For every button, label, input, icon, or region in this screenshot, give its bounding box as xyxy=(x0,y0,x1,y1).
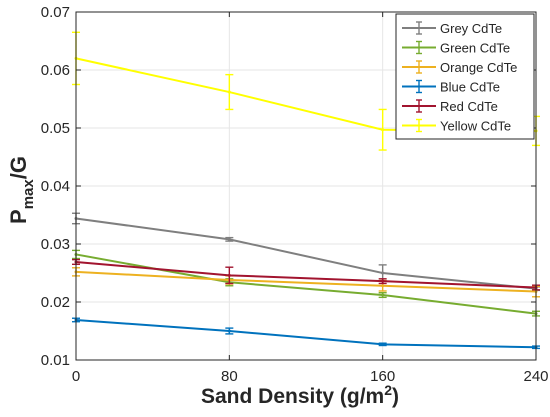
y-tick-label: 0.02 xyxy=(41,294,70,311)
series-line xyxy=(75,270,537,293)
x-axis-label-tail: ) xyxy=(392,385,399,408)
data-point xyxy=(227,329,231,333)
data-point xyxy=(381,284,385,288)
data-point xyxy=(227,273,231,277)
legend-item: Green CdTe xyxy=(402,41,510,56)
data-point xyxy=(381,271,385,275)
error-bar xyxy=(378,342,387,347)
data-point xyxy=(381,279,385,283)
x-tick-label: 160 xyxy=(370,368,395,385)
y-tick-label: 0.04 xyxy=(41,178,70,195)
legend: Grey CdTe Green CdTe Orange CdTe Blue CdTe R… xyxy=(395,13,535,140)
y-axis-label-main: P xyxy=(6,209,31,224)
series-line xyxy=(75,217,537,290)
series-line xyxy=(75,318,537,349)
x-axis-label: Sand Density (g/m2) xyxy=(201,382,399,408)
x-tick-label: 80 xyxy=(221,368,238,385)
tick-layer: 0.01 0.02 0.03 0.04 0.05 0.06 0.07 0 80 160 240 xyxy=(41,4,549,385)
legend-item: Orange CdTe xyxy=(402,60,517,75)
error-bar xyxy=(225,266,234,285)
x-axis-label-main: Sand Density (g/m xyxy=(201,385,384,408)
y-axis-label: Pmax/G xyxy=(6,156,37,224)
data-point xyxy=(227,90,231,94)
x-tick-label: 0 xyxy=(72,368,80,385)
error-bar xyxy=(378,292,387,299)
error-bar xyxy=(225,236,234,242)
y-axis-label-tail: /G xyxy=(6,156,31,179)
legend-label: Green CdTe xyxy=(440,41,510,56)
data-point xyxy=(381,293,385,297)
y-tick-label: 0.01 xyxy=(41,352,70,369)
y-tick-label: 0.03 xyxy=(41,236,70,253)
legend-label: Yellow CdTe xyxy=(440,119,511,134)
legend-label: Blue CdTe xyxy=(440,80,500,95)
legend-label: Grey CdTe xyxy=(440,21,502,36)
y-tick-label: 0.07 xyxy=(41,4,70,21)
series-red-cdte xyxy=(72,258,540,291)
error-bar xyxy=(378,278,387,285)
series-line xyxy=(75,260,537,289)
y-tick-label: 0.05 xyxy=(41,120,70,137)
error-bar xyxy=(378,108,387,151)
error-bar xyxy=(225,327,234,335)
x-tick-label: 240 xyxy=(523,368,548,385)
y-axis-label-subscript: max xyxy=(20,179,37,210)
legend-label: Red CdTe xyxy=(440,99,498,114)
error-bar xyxy=(225,73,234,111)
data-point xyxy=(227,237,231,241)
legend-item: Blue CdTe xyxy=(402,80,500,95)
legend-label: Orange CdTe xyxy=(440,60,517,75)
legend-item: Yellow CdTe xyxy=(402,119,511,134)
legend-item: Red CdTe xyxy=(402,99,498,114)
legend-item: Grey CdTe xyxy=(402,21,502,36)
data-point xyxy=(381,128,385,132)
data-point xyxy=(381,342,385,346)
series-layer xyxy=(72,31,540,350)
legend-box xyxy=(395,13,535,140)
x-axis-label-superscript: 2 xyxy=(384,382,392,398)
y-tick-label: 0.06 xyxy=(41,62,70,79)
